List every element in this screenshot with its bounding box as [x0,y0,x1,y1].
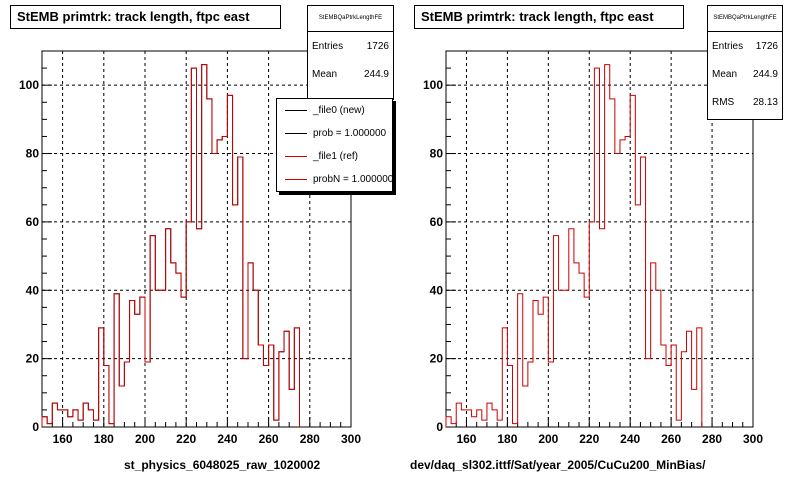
right-x-tick-label: 160 [456,432,476,446]
right-x-tick-label: 280 [702,432,722,446]
right-y-tick-label: 0 [436,420,443,434]
left-stats-entries-value: 1726 [366,40,389,52]
right-y-tick-label: 60 [430,215,444,229]
right-stats-box: StEMBQaPtrkLengthFE Entries 1726 Mean 24… [707,5,783,120]
left-x-tick-label: 220 [176,432,196,446]
right-y-tick-label: 80 [430,147,444,161]
right-stats-mean-row: Mean 244.9 [708,60,782,88]
left-footer-label: st_physics_6048025_raw_1020002 [124,458,321,472]
left-x-tick-label: 200 [135,432,155,446]
legend-entry-file0: _file0 (new) [277,99,392,122]
left-y-tick-label: 60 [26,215,40,229]
left-x-tick-label: 180 [94,432,114,446]
legend-label: probN = 1.000000 [313,174,393,185]
left-x-tick-label: 160 [53,432,73,446]
legend-line-black-icon [285,110,307,111]
right-y-tick-label: 100 [423,78,443,92]
right-histogram-series-0 [445,64,703,427]
left-y-tick-label: 20 [26,352,40,366]
right-x-tick-label: 260 [661,432,681,446]
left-x-tick-label: 240 [217,432,237,446]
right-stats-entries-value: 1726 [755,40,778,52]
legend-label: _file0 (new) [313,105,365,116]
right-x-tick-label: 180 [497,432,517,446]
legend-entry-prob: prob = 1.000000 [277,122,392,145]
legend-entry-file1: _file1 (ref) [277,145,392,168]
legend-line-black-icon [285,133,307,134]
left-stats-mean-row: Mean 244.9 [308,60,393,88]
right-x-tick-label: 200 [538,432,558,446]
right-stats-rms-row: RMS 28.13 [708,88,782,116]
left-legend: _file0 (new) prob = 1.000000 _file1 (ref… [276,98,393,192]
left-histogram-series-1 [41,64,300,427]
right-stats-mean-value: 244.9 [752,68,778,80]
left-y-tick-label: 0 [32,420,39,434]
legend-line-red-icon [285,156,307,157]
right-y-tick-label: 40 [430,283,444,297]
right-footer-label: dev/daq_sl302.ittf/Sat/year_2005/CuCu200… [410,458,706,472]
left-x-tick-label: 300 [341,432,361,446]
left-y-tick-label: 80 [26,147,40,161]
right-y-tick-label: 20 [430,352,444,366]
legend-line-red-icon [285,179,307,180]
left-stats-name: StEMBQaPtrkLengthFE [308,6,393,32]
left-stats-mean-label: Mean [312,68,338,80]
right-panel-title: StEMB primtrk: track length, ftpc east [414,5,684,29]
left-stats-entries-label: Entries [312,40,344,52]
right-stats-entries-label: Entries [712,40,744,52]
left-y-tick-label: 100 [19,78,39,92]
right-x-tick-label: 220 [579,432,599,446]
right-stats-mean-label: Mean [712,68,738,80]
left-y-tick-label: 40 [26,283,40,297]
right-x-tick-label: 300 [743,432,763,446]
right-x-tick-label: 240 [620,432,640,446]
left-x-tick-label: 260 [259,432,279,446]
right-stats-rms-value: 28.13 [752,96,778,108]
right-stats-name: StEMBQaPtrkLengthFE [708,6,782,32]
right-stats-entries-row: Entries 1726 [708,32,782,60]
left-x-tick-label: 280 [300,432,320,446]
left-stats-box: StEMBQaPtrkLengthFE Entries 1726 Mean 24… [307,5,394,100]
legend-label: prob = 1.000000 [313,128,387,139]
legend-label: _file1 (ref) [313,151,359,162]
left-stats-mean-value: 244.9 [363,68,389,80]
left-stats-entries-row: Entries 1726 [308,32,393,60]
left-panel-title: StEMB primtrk: track length, ftpc east [10,5,281,29]
legend-entry-probn: probN = 1.000000 [277,168,392,191]
right-stats-rms-label: RMS [712,96,735,108]
